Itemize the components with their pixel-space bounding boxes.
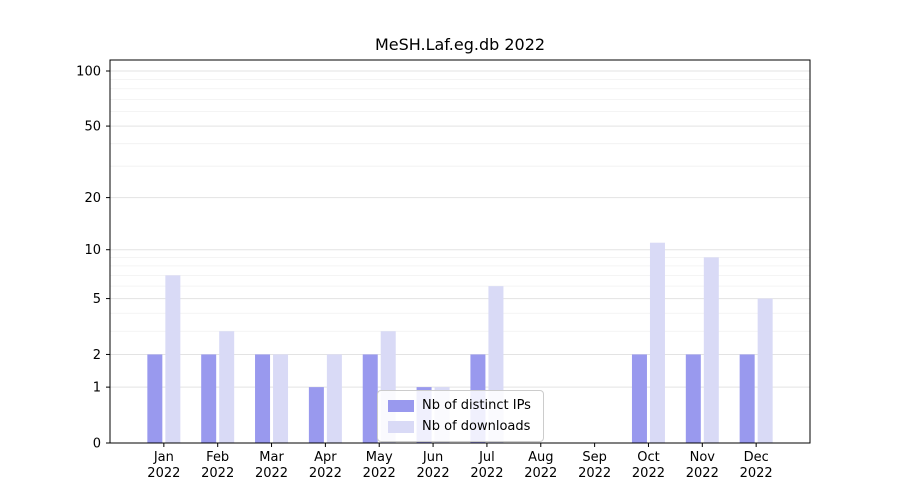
x-tick-label: 2022 — [470, 466, 503, 481]
y-tick-label: 2 — [93, 348, 101, 363]
x-tick-label: Oct — [637, 450, 659, 465]
x-tick-label: Dec — [744, 450, 769, 465]
x-tick-label: 2022 — [417, 466, 450, 481]
legend-swatch-downloads — [388, 420, 414, 433]
legend-label-distinct-ips: Nb of distinct IPs — [422, 398, 531, 413]
x-tick-label: Mar — [259, 450, 284, 465]
bar-downloads — [219, 331, 235, 443]
x-tick-label: Apr — [314, 450, 337, 465]
x-tick-label: Feb — [206, 450, 229, 465]
bar-distinct-ips — [685, 354, 701, 443]
bar-downloads — [649, 242, 665, 443]
x-tick-label: Aug — [528, 450, 553, 465]
bar-distinct-ips — [308, 387, 324, 443]
y-tick-label: 20 — [84, 191, 101, 206]
legend: Nb of distinct IPs Nb of downloads — [377, 390, 544, 442]
x-tick-label: 2022 — [578, 466, 611, 481]
bar-downloads — [165, 275, 181, 443]
bar-distinct-ips — [362, 354, 378, 443]
x-tick-label: 2022 — [147, 466, 180, 481]
bar-downloads — [326, 354, 342, 443]
bar-distinct-ips — [631, 354, 647, 443]
bar-downloads — [703, 257, 719, 443]
y-tick-label: 50 — [84, 120, 101, 135]
plot-border — [109, 59, 811, 444]
x-tick-label: 2022 — [309, 466, 342, 481]
x-tick-label: Sep — [582, 450, 607, 465]
x-tick-label: 2022 — [632, 466, 665, 481]
legend-label-downloads: Nb of downloads — [422, 419, 531, 434]
legend-swatch-distinct-ips — [388, 399, 414, 412]
y-tick-label: 100 — [76, 65, 101, 80]
x-tick-label: Jun — [422, 450, 443, 465]
y-tick-label: 1 — [93, 381, 101, 396]
y-tick-label: 10 — [84, 243, 101, 258]
x-tick-label: 2022 — [524, 466, 557, 481]
y-tick-label: 5 — [93, 292, 101, 307]
bar-distinct-ips — [201, 354, 217, 443]
chart-title: MeSH.Laf.eg.db 2022 — [374, 35, 546, 54]
y-tick-label: 0 — [93, 437, 101, 452]
x-tick-label: 2022 — [255, 466, 288, 481]
x-tick-label: May — [366, 450, 393, 465]
x-tick-label: Nov — [690, 450, 716, 465]
bar-distinct-ips — [147, 354, 163, 443]
x-tick-label: Jan — [153, 450, 174, 465]
x-tick-label: 2022 — [686, 466, 719, 481]
legend-item-downloads: Nb of downloads — [388, 419, 531, 434]
bar-downloads — [757, 298, 773, 443]
x-tick-label: 2022 — [363, 466, 396, 481]
legend-item-distinct-ips: Nb of distinct IPs — [388, 398, 531, 413]
x-tick-label: 2022 — [201, 466, 234, 481]
bar-distinct-ips — [255, 354, 271, 443]
x-tick-label: 2022 — [740, 466, 773, 481]
x-tick-label: Jul — [478, 450, 495, 465]
bar-distinct-ips — [739, 354, 755, 443]
bar-downloads — [273, 354, 289, 443]
